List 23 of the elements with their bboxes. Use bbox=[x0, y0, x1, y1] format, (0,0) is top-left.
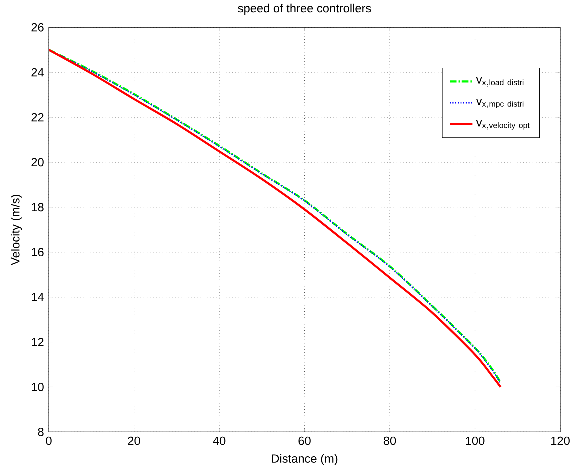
legend-label: $\mathrm{v}_{\mathrm{x,mpc\ distri}}$ bbox=[476, 98, 524, 108]
y-tick-label: 12 bbox=[32, 338, 44, 346]
x-tick-label: 100 bbox=[466, 436, 485, 446]
x-tick-label: 0 bbox=[46, 436, 52, 446]
y-tick-label: 14 bbox=[32, 292, 44, 302]
y-tick-label: 20 bbox=[32, 158, 44, 166]
x-axis-title: Distance (m) bbox=[272, 454, 338, 466]
y-tick-label: 22 bbox=[32, 113, 44, 122]
x-tick-label: 80 bbox=[384, 436, 396, 446]
x-tick-label: 60 bbox=[298, 436, 311, 446]
y-tick-label: 18 bbox=[32, 202, 44, 212]
y-axis-title: Velocity (m/s) bbox=[11, 194, 22, 266]
y-tick-label: 24 bbox=[32, 68, 44, 76]
y-tick-label: 26 bbox=[32, 23, 44, 32]
legend-label: $\mathrm{v}_{\mathrm{x,velocity\ opt}}$ bbox=[476, 120, 530, 130]
x-tick-label: 120 bbox=[552, 436, 570, 446]
y-tick-label: 8 bbox=[38, 428, 44, 436]
y-tick-label: 10 bbox=[32, 382, 44, 392]
chart-title: speed of three controllers bbox=[238, 4, 372, 15]
x-tick-label: 40 bbox=[213, 436, 226, 446]
y-tick-label: 16 bbox=[32, 248, 44, 256]
x-tick-label: 20 bbox=[128, 436, 140, 446]
legend-label: $\mathrm{v}_{\mathrm{x,load\ distri}}$ bbox=[476, 77, 524, 87]
